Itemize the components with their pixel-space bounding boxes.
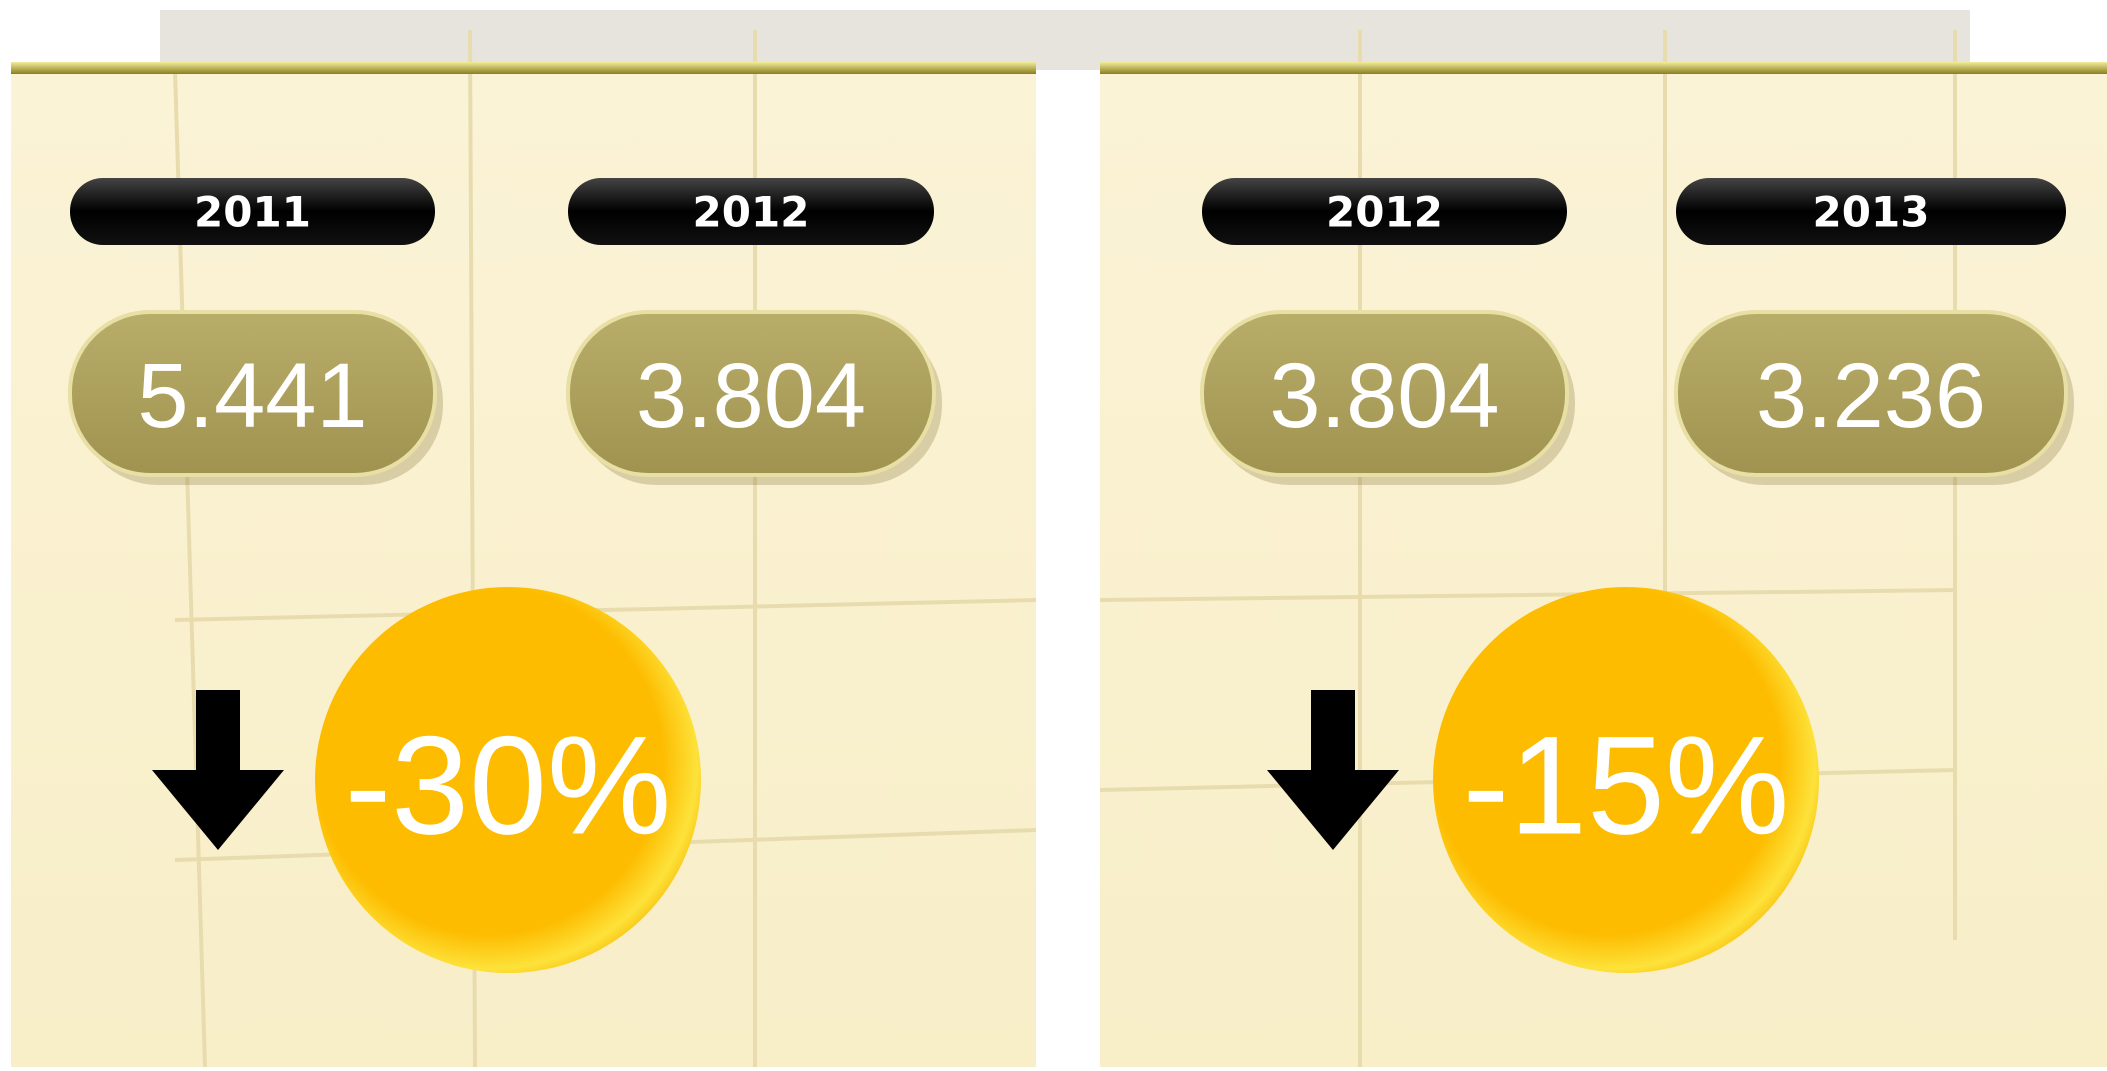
top-strip [160,10,1970,70]
value-label: 3.804 [1269,345,1499,447]
year-pill [70,178,435,245]
change-label: -30% [345,707,672,864]
value-label: 5.441 [137,345,367,447]
down-arrow [152,690,284,850]
year-label: 2012 [693,188,810,237]
change-label: -15% [1463,707,1790,864]
year-pill [1202,178,1567,245]
year-pill [1676,178,2066,245]
value-pill [1674,310,2068,477]
year-label: 2011 [194,188,311,237]
value-pill [1200,310,1569,477]
down-arrow [1267,690,1399,850]
value-pill [68,310,437,477]
gold-bar [1100,62,2107,74]
value-pill [566,310,936,477]
change-coin [1433,587,1819,973]
year-label: 2013 [1813,188,1930,237]
value-label: 3.236 [1756,345,1986,447]
year-label: 2012 [1326,188,1443,237]
year-pill [568,178,934,245]
gold-bar [11,62,1036,74]
change-coin [315,587,701,973]
value-label: 3.804 [636,345,866,447]
